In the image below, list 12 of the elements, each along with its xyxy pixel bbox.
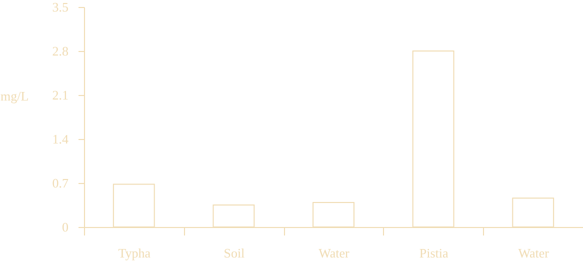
y-tick-label: 0: [62, 220, 68, 234]
x-tick-label: Water: [318, 246, 350, 260]
x-tick-label: Soil: [224, 246, 246, 260]
y-tick-label: 0.7: [52, 176, 69, 190]
y-tick-label: 2.1: [52, 88, 68, 102]
x-tick-label: Pistia: [419, 246, 448, 260]
y-tick-label: 1.4: [52, 132, 69, 146]
x-tick-label: Water: [518, 246, 550, 260]
y-tick-label: 3.5: [52, 0, 68, 14]
y-axis-title: mg/L: [0, 88, 29, 104]
y-tick-label: 2.8: [52, 44, 68, 58]
x-tick-label: Typha: [118, 246, 151, 260]
